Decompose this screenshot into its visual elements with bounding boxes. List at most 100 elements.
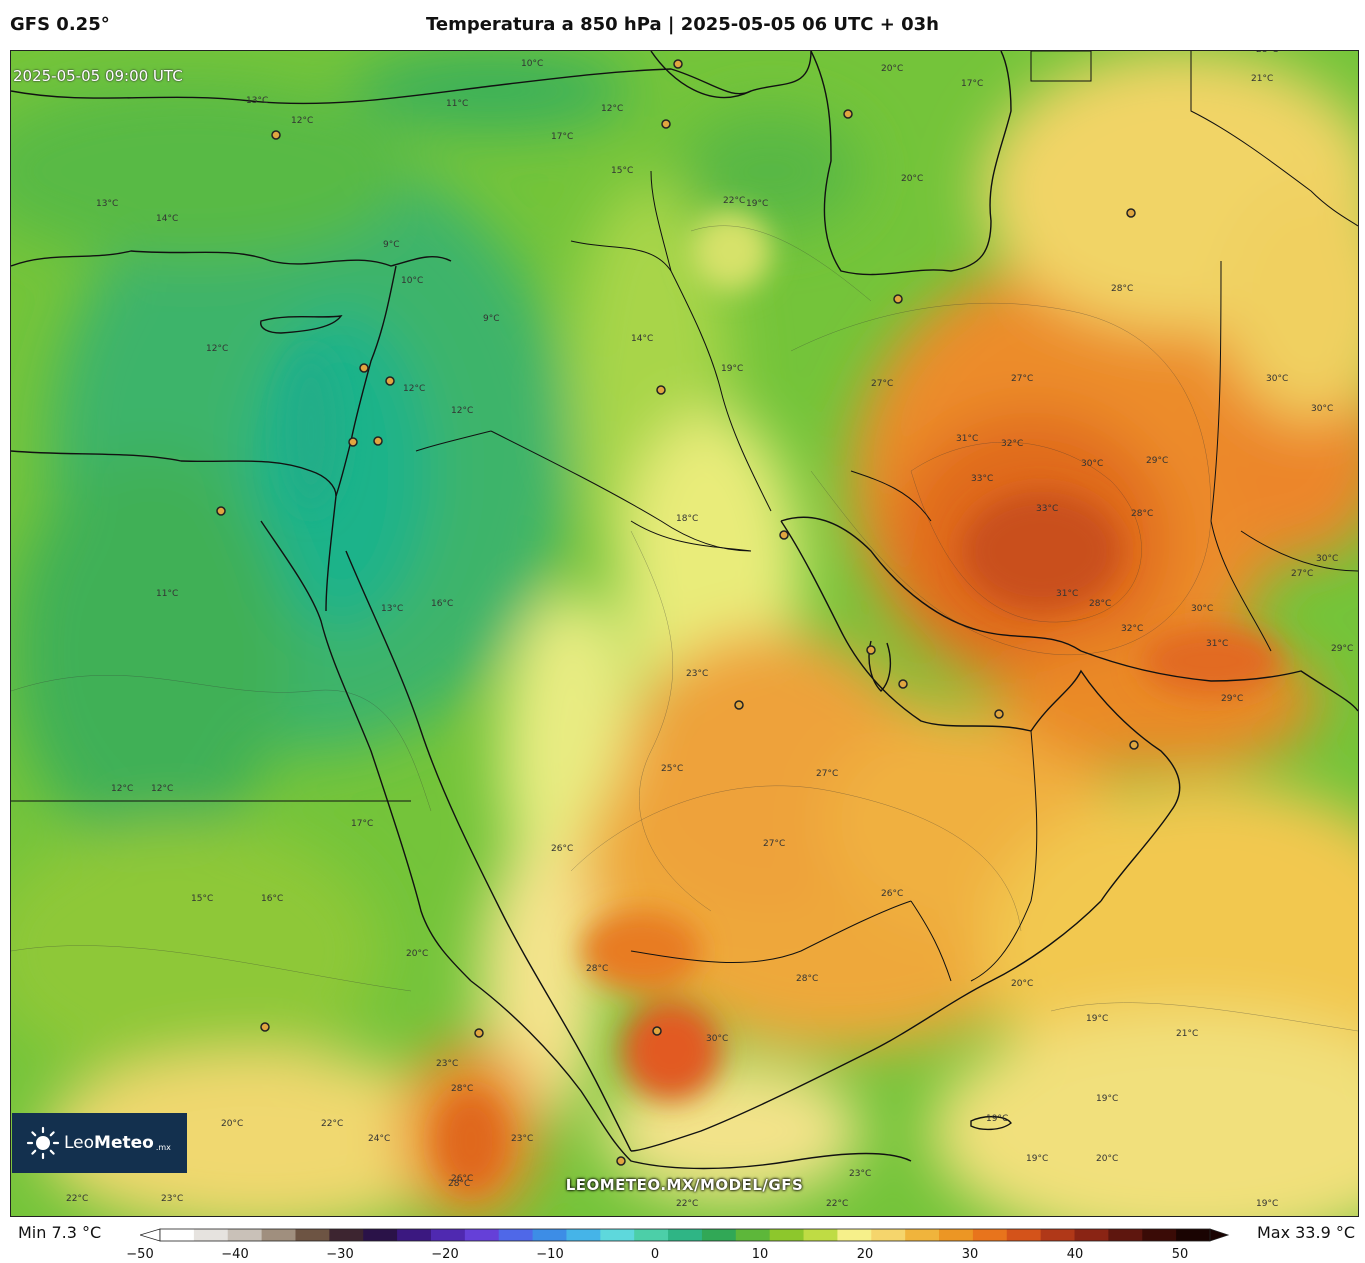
city-marker[interactable] (260, 1022, 270, 1032)
model-label: GFS 0.25° (10, 14, 110, 35)
contour-label: 28°C (1089, 599, 1111, 609)
city-marker[interactable] (994, 709, 1004, 719)
colorbar-cell (261, 1229, 296, 1241)
contour-label: 32°C (1121, 624, 1143, 634)
contour-label: 26°C (881, 889, 903, 899)
colorbar-cell (363, 1229, 398, 1241)
contour-label: 22°C (723, 196, 745, 206)
contour-label: 20°C (881, 64, 903, 74)
contour-label: 9°C (383, 240, 400, 250)
city-marker[interactable] (866, 645, 876, 655)
min-temperature-label: Min 7.3 °C (18, 1223, 102, 1242)
contour-label: 12°C (601, 104, 623, 114)
city-marker[interactable] (271, 130, 281, 140)
contour-label: 23°C (511, 1134, 533, 1144)
chart-title: Temperatura a 850 hPa | 2025-05-05 06 UT… (425, 14, 939, 35)
contour-label: 17°C (961, 79, 983, 89)
contour-label: 22°C (66, 1194, 88, 1204)
contour-label: 19°C (721, 364, 743, 374)
contour-label: 23°C (849, 1169, 871, 1179)
city-marker[interactable] (616, 1156, 626, 1166)
city-marker[interactable] (1129, 740, 1139, 750)
contour-label: 15°C (611, 166, 633, 176)
watermark-url: LEOMETEO.MX/MODEL/GFS (565, 1176, 804, 1194)
contour-label: 20°C (1096, 1154, 1118, 1164)
colorbar-tick-label: −20 (431, 1247, 459, 1262)
colorbar-tick-label: 20 (856, 1247, 874, 1262)
contour-label: 28°C (586, 964, 608, 974)
city-marker[interactable] (359, 363, 369, 373)
contour-label: 12°C (291, 116, 313, 126)
city-marker[interactable] (734, 700, 744, 710)
colorbar-cell (769, 1229, 805, 1241)
city-marker[interactable] (652, 1026, 662, 1036)
city-marker[interactable] (656, 385, 666, 395)
colorbar-cell (600, 1229, 635, 1241)
contour-label: 23°C (161, 1194, 183, 1204)
contour-label: 27°C (1011, 374, 1033, 384)
temperature-map[interactable]: 13°C 12°C 11°C 10°C 12°C 17°C 15°C 20°C 17°C 20°C… (10, 50, 1359, 1217)
city-markers (216, 59, 1139, 1166)
contour-label: 12°C (403, 384, 425, 394)
contour-label: 17°C (351, 819, 373, 829)
city-marker[interactable] (893, 294, 903, 304)
colorbar-tick-label: −30 (326, 1247, 354, 1262)
contour-label: 29°C (1221, 694, 1243, 704)
contour-label: 29°C (1146, 456, 1168, 466)
colorbar-tick-label: 10 (751, 1247, 769, 1262)
contour-label: 11°C (156, 589, 178, 599)
contour-label: 30°C (1316, 554, 1338, 564)
contour-label: 25°C (661, 764, 683, 774)
contour-label: 19°C (1086, 1014, 1108, 1024)
colorbar-cell (160, 1229, 195, 1241)
logo-suffix: .mx (155, 1142, 171, 1152)
contour-label: 33°C (971, 474, 993, 484)
colorbar-cell (193, 1229, 229, 1241)
city-marker[interactable] (216, 506, 226, 516)
city-marker[interactable] (779, 530, 789, 540)
colorbar-max-extend (1209, 1228, 1230, 1242)
contour-label: 26°C (551, 844, 573, 854)
colorbar-cell (972, 1229, 1008, 1241)
contour-label: 18°C (676, 514, 698, 524)
city-marker[interactable] (898, 679, 908, 689)
city-marker[interactable] (843, 109, 853, 119)
contour-label: 30°C (706, 1034, 728, 1044)
contour-label: 13°C (96, 199, 118, 209)
city-marker[interactable] (385, 376, 395, 386)
contour-label: 23°C (686, 669, 708, 679)
contour-label: 26°C (451, 1174, 473, 1184)
city-marker[interactable] (474, 1028, 484, 1038)
colorbar-tick-label: −50 (126, 1247, 154, 1262)
city-marker[interactable] (661, 119, 671, 129)
contour-label: 27°C (871, 379, 893, 389)
contour-label: 10°C (401, 276, 423, 286)
colorbar (140, 1228, 1230, 1242)
contour-label: 12°C (111, 784, 133, 794)
city-marker[interactable] (373, 436, 383, 446)
colorbar-cell (837, 1229, 872, 1241)
city-marker[interactable] (348, 437, 358, 447)
city-marker[interactable] (1126, 208, 1136, 218)
contour-label: 11°C (446, 99, 468, 109)
colorbar-cell (1108, 1229, 1143, 1241)
leometeo-logo[interactable]: LeoMeteo .mx (12, 1113, 187, 1173)
map-canvas: 13°C 12°C 11°C 10°C 12°C 17°C 15°C 20°C 17°C 20°C… (11, 51, 1358, 1216)
city-marker[interactable] (673, 59, 683, 69)
contour-label: 16°C (261, 894, 283, 904)
valid-time-label: 2025-05-05 09:00 UTC (13, 67, 183, 85)
colorbar-cell (871, 1229, 906, 1241)
colorbar-cell (397, 1229, 432, 1241)
contour-label: 23°C (436, 1059, 458, 1069)
contour-label: 19°C (986, 1114, 1008, 1124)
contour-label: 22°C (826, 1199, 848, 1209)
contour-label: 17°C (551, 132, 573, 142)
contour-label: 10°C (521, 59, 543, 69)
contour-label: 33°C (1036, 504, 1058, 514)
contour-label: 20°C (221, 1119, 243, 1129)
contour-label: 9°C (483, 314, 500, 324)
colorbar-cell (1040, 1229, 1076, 1241)
contour-label: 28°C (796, 974, 818, 984)
contour-label: 20°C (1011, 979, 1033, 989)
colorbar-tick-label: 40 (1066, 1247, 1084, 1262)
